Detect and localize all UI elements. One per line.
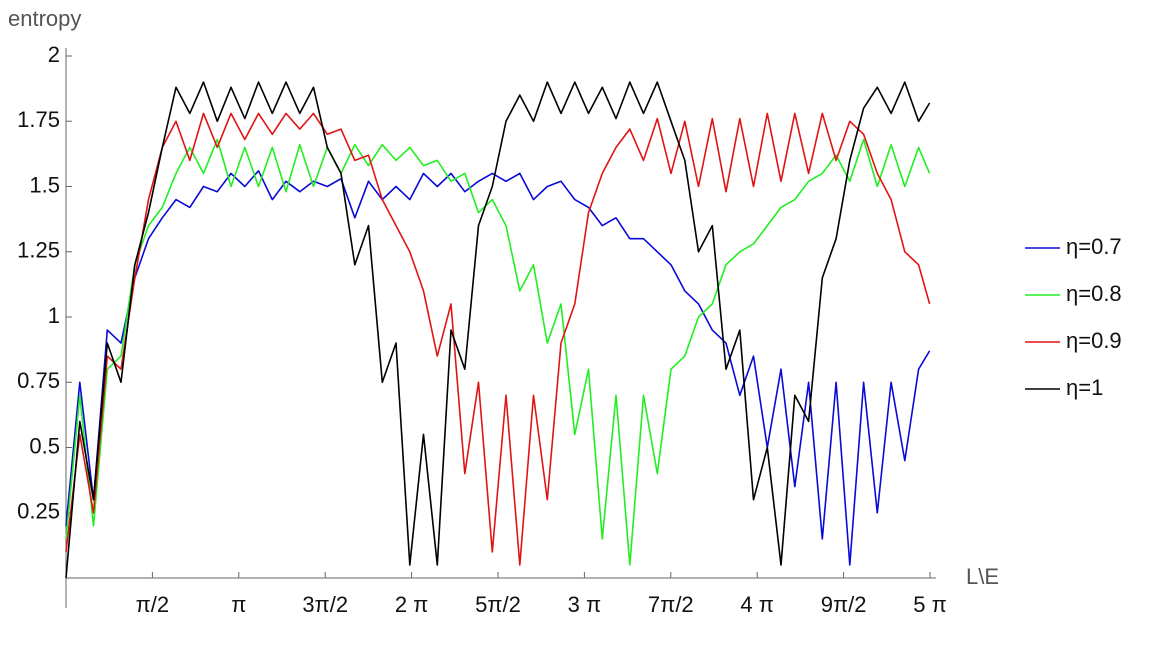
x-tick-label: 3 π [568, 592, 602, 617]
x-tick-label: 4 π [740, 592, 774, 617]
y-tick-label: 0.5 [29, 433, 60, 458]
x-tick-label: 9π/2 [821, 592, 867, 617]
y-tick-label: 0.25 [17, 499, 60, 524]
x-tick-label: 5π/2 [475, 592, 521, 617]
x-tick-label: 7π/2 [648, 592, 694, 617]
x-tick-label: 5 π [913, 592, 947, 617]
y-tick-label: 1.75 [17, 107, 60, 132]
y-tick-label: 1 [48, 303, 60, 328]
y-tick-label: 1.5 [29, 172, 60, 197]
x-tick-label: π [231, 592, 246, 617]
x-tick-label: π/2 [136, 592, 170, 617]
series-line [65, 170, 931, 566]
legend-label: η=0.9 [1066, 328, 1122, 353]
x-axis-label: L\E [966, 564, 999, 589]
legend-label: η=0.8 [1066, 281, 1122, 306]
legend-label: η=1 [1066, 375, 1103, 400]
series-line [65, 81, 931, 579]
y-tick-label: 2 [48, 42, 60, 67]
x-tick-label: 2 π [395, 592, 429, 617]
legend-label: η=0.7 [1066, 234, 1122, 259]
y-tick-label: 0.75 [17, 368, 60, 393]
series-line [65, 112, 931, 566]
y-tick-label: 1.25 [17, 238, 60, 263]
y-axis-label: entropy [8, 6, 81, 31]
x-tick-label: 3π/2 [302, 592, 348, 617]
series-line [65, 138, 931, 566]
